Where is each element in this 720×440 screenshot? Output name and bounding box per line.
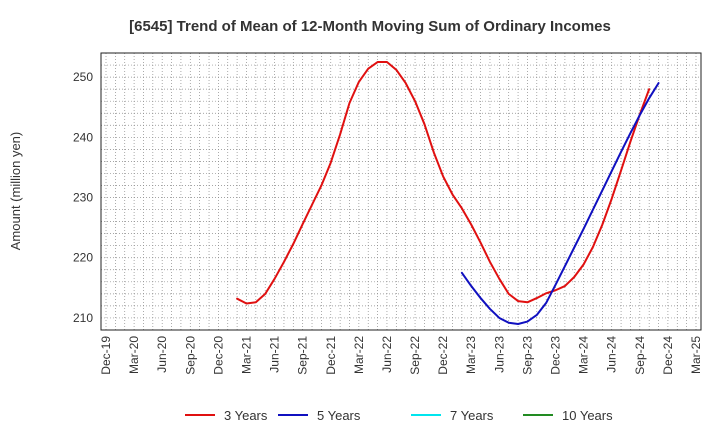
x-tick-label: Dec-22 <box>436 336 450 375</box>
x-tick-label: Sep-23 <box>520 336 534 375</box>
x-tick-label: Mar-21 <box>239 336 253 374</box>
x-tick-label: Mar-24 <box>577 336 591 374</box>
x-tick-label: Dec-21 <box>324 336 338 375</box>
x-tick-label: Sep-20 <box>183 336 197 375</box>
y-axis-label: Amount (million yen) <box>8 132 23 251</box>
x-tick-label: Mar-23 <box>464 336 478 374</box>
y-tick-label: 220 <box>73 251 93 265</box>
x-tick-label: Dec-20 <box>211 336 225 375</box>
plot-frame <box>100 52 702 331</box>
x-tick-label: Mar-22 <box>352 336 366 374</box>
series-lines <box>236 61 660 325</box>
x-tick-label: Mar-25 <box>689 336 703 374</box>
legend-label-3-years: 3 Years <box>224 408 268 423</box>
legend-label-10-years: 10 Years <box>562 408 613 423</box>
legend: 3 Years 5 Years 7 Years 10 Years <box>185 408 613 423</box>
x-tick-label: Dec-24 <box>661 336 675 375</box>
legend-label-5-years: 5 Years <box>317 408 361 423</box>
grid-lines <box>101 52 701 331</box>
x-tick-label: Dec-23 <box>549 336 563 375</box>
x-tick-label: Dec-19 <box>99 336 113 375</box>
series-line-3-years <box>236 61 651 305</box>
x-tick-label: Jun-24 <box>605 336 619 373</box>
x-tick-label: Jun-22 <box>380 336 394 373</box>
x-tick-label: Jun-23 <box>492 336 506 373</box>
x-tick-label: Mar-20 <box>127 336 141 374</box>
y-tick-label: 230 <box>73 191 93 205</box>
x-tick-label: Jun-21 <box>268 336 282 373</box>
axis-ticks: 210 220 230 240 250 Dec-19 Mar-20 Jun-20 Sep-20 D… <box>73 70 703 375</box>
chart-title: [6545] Trend of Mean of 12-Month Moving … <box>129 18 611 35</box>
y-tick-label: 250 <box>73 70 93 84</box>
x-tick-label: Jun-20 <box>155 336 169 373</box>
x-tick-label: Sep-21 <box>296 336 310 375</box>
y-tick-label: 240 <box>73 130 93 144</box>
x-tick-label: Sep-24 <box>633 336 647 375</box>
x-tick-label: Sep-22 <box>408 336 422 375</box>
y-tick-label: 210 <box>73 311 93 325</box>
series-line-5-years <box>460 82 660 325</box>
legend-label-7-years: 7 Years <box>450 408 494 423</box>
